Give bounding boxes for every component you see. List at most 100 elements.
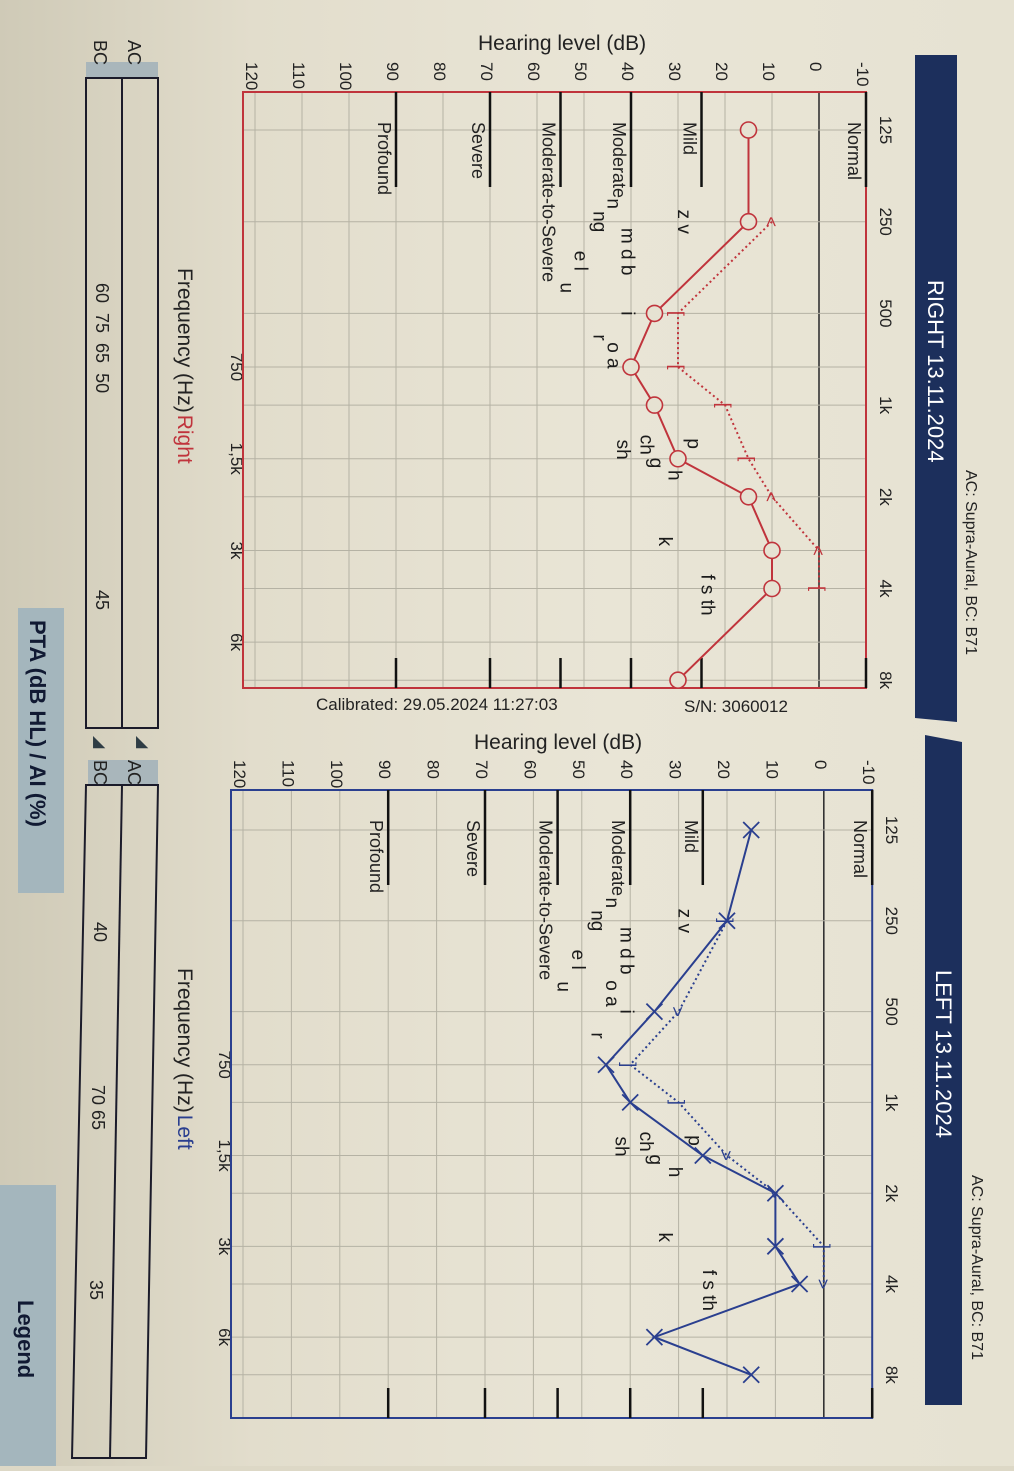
- y-tick-label: -10: [859, 760, 878, 785]
- y-tick-label: 30: [665, 62, 684, 81]
- x-tick-label-top: 4k: [882, 1275, 901, 1293]
- ac-threshold-marker-x: [790, 1275, 809, 1293]
- left-header-title: LEFT 13.11.2024: [931, 970, 956, 1138]
- ac-threshold-marker-x: [742, 821, 760, 839]
- ac-threshold-marker-circle: [645, 396, 664, 414]
- x-tick-label-top: 2k: [882, 1184, 901, 1202]
- bc-threshold-marker: >: [716, 1150, 736, 1161]
- right-header-title: RIGHT 13.11.2024: [923, 280, 948, 463]
- ac-threshold-marker-x: [694, 1146, 712, 1165]
- category-label-moderate-to-severe: Moderate-to-Severe: [539, 122, 559, 282]
- speech-sound-label: p: [683, 1135, 704, 1146]
- left-ear-label: Left: [173, 1115, 196, 1150]
- speech-sound-label: p: [682, 438, 703, 449]
- category-label-normal: Normal: [850, 820, 870, 878]
- ac-threshold-marker-circle: [763, 579, 781, 598]
- legend-button[interactable]: Legend: [0, 1185, 56, 1466]
- speech-sound-label: i: [616, 1009, 637, 1013]
- bc-threshold-marker: [: [667, 365, 687, 370]
- y-tick-label: 100: [327, 760, 346, 788]
- right-transducer-label: AC: Supra-Aural, BC: B71: [962, 470, 979, 655]
- ac-threshold-marker-circle: [622, 358, 640, 376]
- category-label-moderate: Moderate: [608, 820, 628, 896]
- left-pta-table: AC BC 40 70 65 35: [70, 760, 160, 1459]
- bc-threshold-marker: ]: [619, 1062, 639, 1067]
- x-tick-label-top: 500: [876, 299, 895, 327]
- category-label-severe: Severe: [463, 820, 483, 877]
- bc-threshold-marker: [: [738, 456, 758, 461]
- serial-number: S/N: 3060012: [684, 697, 788, 716]
- left-pta-box: [70, 784, 160, 1459]
- right-bc-speaker-icon: ◢: [91, 736, 108, 749]
- left-xlabel: Frequency (Hz)Left: [173, 968, 196, 1150]
- speech-sound-label: u: [556, 283, 577, 294]
- right-ylabel: Hearing level (dB): [478, 32, 646, 55]
- chart-frame: [242, 91, 867, 689]
- bc-threshold-marker: >: [668, 1006, 688, 1017]
- left-transducer-label: AC: Supra-Aural, BC: B71: [968, 1175, 985, 1360]
- pta-title-bg: [18, 608, 64, 893]
- pta-title: PTA (dB HL) / AI (%): [25, 620, 50, 827]
- speech-sound-label: sh: [611, 1136, 632, 1156]
- speech-sound-label: h: [664, 470, 685, 481]
- speech-sound-label: m d b: [616, 927, 637, 975]
- x-tick-label-top: 500: [882, 997, 901, 1025]
- ac-threshold-marker-x: [645, 1002, 664, 1021]
- speech-sound-label: ng: [588, 211, 609, 232]
- x-tick-label-bottom: 1,5k: [227, 443, 246, 476]
- air-conduction-line: [629, 130, 773, 681]
- speech-sound-label: sh: [612, 440, 633, 460]
- x-tick-label-top: 8k: [882, 1366, 901, 1384]
- y-tick-label: 80: [424, 760, 443, 779]
- speech-sound-label: k: [654, 1233, 675, 1243]
- right-audiogram: -10 0 10 20 30 40 50 60 70 80 90 100 110 120 125 250 500…: [227, 62, 895, 690]
- y-tick-label: 40: [618, 62, 637, 81]
- right-ac-speaker-icon: ◢: [134, 736, 151, 749]
- speech-sound-label: i: [617, 311, 638, 315]
- x-tick-label-bottom: 1,5k: [215, 1139, 234, 1172]
- x-tick-label-bottom: 3k: [215, 1237, 234, 1255]
- speech-sound-label: o a: [603, 342, 624, 369]
- category-label-severe: Severe: [468, 122, 488, 179]
- ac-threshold-marker-circle: [763, 541, 781, 560]
- ac-threshold-marker-circle: [739, 487, 758, 506]
- left-header-bar: [925, 735, 962, 1405]
- right-xlabel: Frequency (Hz)Right: [173, 268, 196, 464]
- speech-sound-label: z v: [673, 210, 694, 235]
- speech-sound-label: k: [654, 537, 675, 547]
- y-tick-label: 90: [375, 760, 394, 779]
- speech-sound-label: r: [588, 334, 609, 341]
- speech-sound-label: g: [645, 458, 666, 469]
- bc-threshold-marker: [: [714, 403, 734, 408]
- ac-threshold-marker-circle: [739, 212, 758, 231]
- y-tick-label: 0: [811, 760, 830, 769]
- speech-sound-label: f s th: [698, 1270, 719, 1311]
- left-xlabel-text: Frequency (Hz): [173, 968, 196, 1113]
- y-tick-label: 120: [242, 62, 261, 90]
- speech-sound-label: n: [603, 198, 624, 209]
- chart-frame: [230, 789, 874, 1419]
- ac-threshold-marker-x: [742, 1366, 760, 1384]
- y-tick-label: 80: [430, 62, 449, 81]
- bc-threshold-marker: ]: [668, 1100, 688, 1105]
- left-pta-bc-value-3: 35: [86, 1280, 106, 1300]
- ac-threshold-marker-circle: [669, 449, 687, 468]
- y-tick-label: 20: [712, 62, 731, 81]
- x-tick-label-top: 1k: [876, 396, 895, 414]
- x-tick-label-bottom: 6k: [215, 1328, 234, 1346]
- category-label-moderate-to-severe: Moderate-to-Severe: [536, 820, 556, 980]
- ac-threshold-marker-x: [766, 1237, 785, 1255]
- x-tick-label-top: 1k: [882, 1093, 901, 1111]
- pta-title-tab[interactable]: PTA (dB HL) / AI (%): [18, 608, 64, 893]
- left-pta-bc-value-1: 40: [90, 922, 110, 942]
- category-label-moderate: Moderate: [609, 122, 629, 198]
- speech-sound-label: m d b: [617, 228, 638, 276]
- x-tick-label-bottom: 750: [227, 353, 246, 381]
- y-tick-label: 20: [714, 760, 733, 779]
- x-tick-label-bottom: 3k: [227, 541, 246, 559]
- speech-sound-label: ch: [635, 435, 656, 455]
- y-tick-label: 70: [477, 62, 496, 81]
- speech-sound-label: h: [664, 1167, 685, 1178]
- speech-sound-label: ng: [586, 910, 607, 931]
